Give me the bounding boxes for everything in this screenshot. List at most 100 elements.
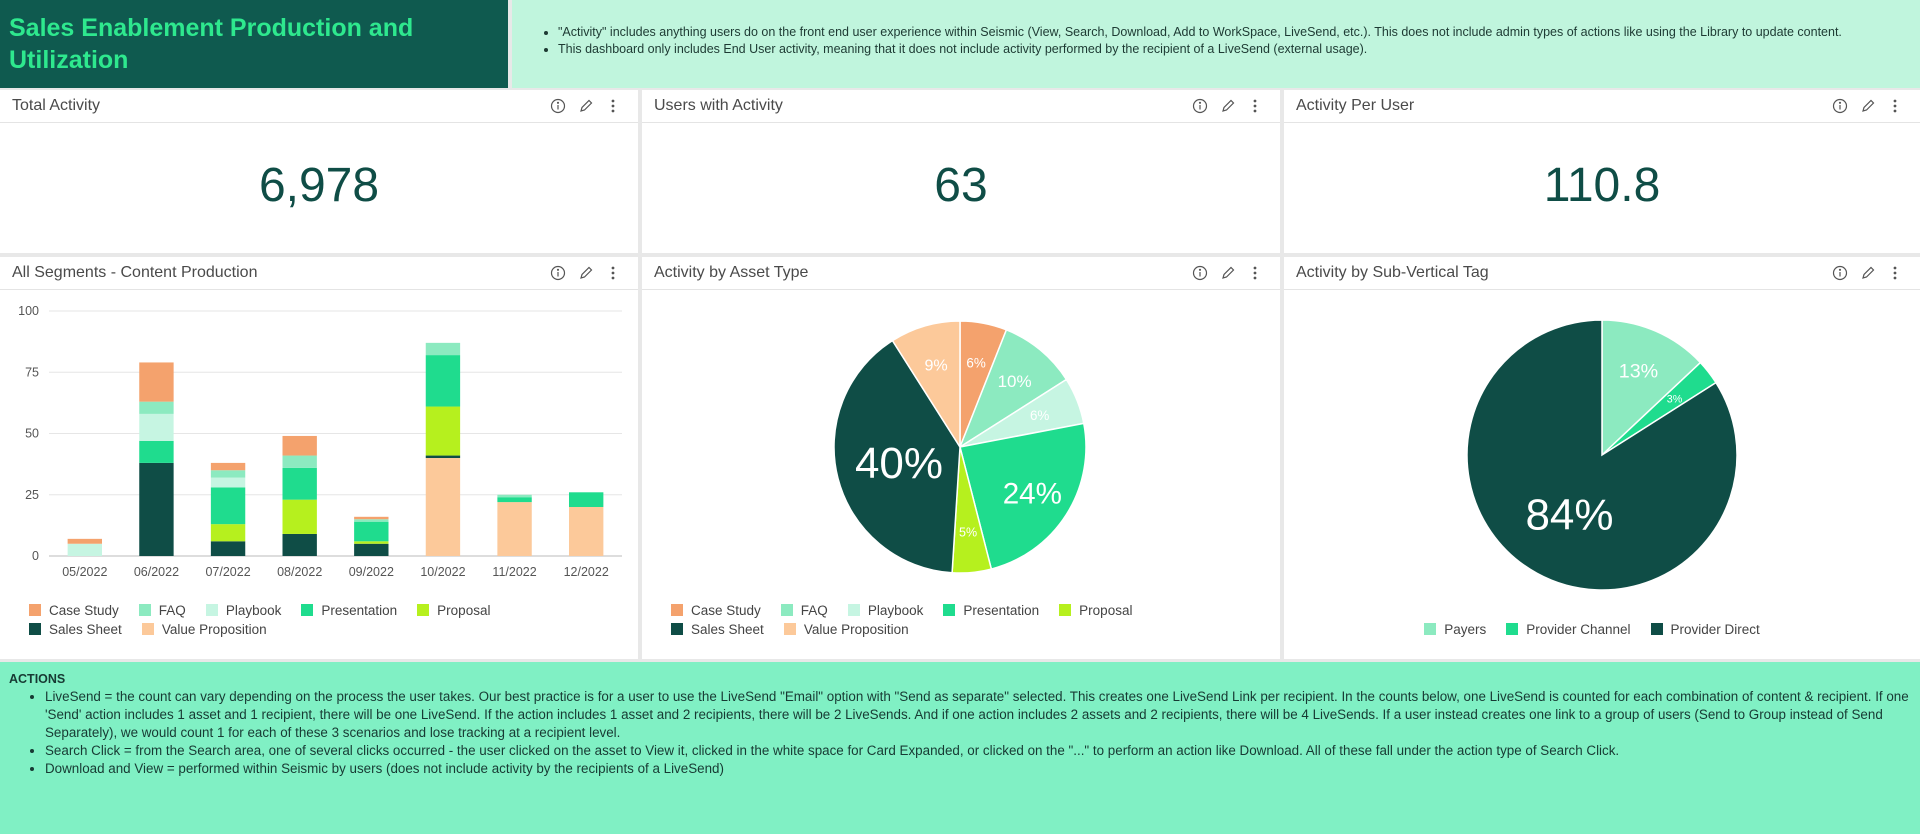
x-tick-label: 07/2022 bbox=[205, 565, 250, 579]
panel-header: All Segments - Content Production bbox=[0, 257, 638, 290]
legend-item: Playbook bbox=[847, 602, 923, 618]
slice-label: 10% bbox=[998, 372, 1032, 391]
legend: Case Study FAQ Playbook Presentation Proposa… bbox=[642, 602, 1280, 640]
edit-icon[interactable] bbox=[580, 99, 593, 112]
legend-swatch bbox=[29, 623, 41, 635]
y-tick-label: 100 bbox=[18, 304, 39, 318]
legend-swatch bbox=[1506, 623, 1519, 635]
legend-swatch bbox=[301, 604, 314, 616]
menu-icon[interactable] bbox=[1893, 266, 1897, 280]
bar-segment bbox=[139, 401, 174, 414]
bar-segment bbox=[354, 543, 389, 556]
legend: Payers Provider Channel Provider Direct bbox=[1284, 621, 1920, 640]
panel: Total Activity 6,978 bbox=[0, 90, 638, 253]
legend-swatch bbox=[847, 604, 860, 616]
edit-icon[interactable] bbox=[1862, 266, 1875, 279]
legend-item: Proposal bbox=[417, 602, 490, 618]
legend-item: Case Study bbox=[671, 602, 761, 618]
legend: Case Study FAQ Playbook Presentation Proposa… bbox=[0, 602, 638, 640]
panel-tools bbox=[1192, 98, 1257, 114]
menu-icon[interactable] bbox=[1893, 99, 1897, 113]
notes: "Activity" includes anything users do on… bbox=[512, 0, 1920, 88]
slice-label: 3% bbox=[1667, 393, 1683, 405]
legend-swatch bbox=[780, 604, 793, 616]
kpi-value: 63 bbox=[934, 159, 988, 212]
info-icon[interactable] bbox=[1192, 265, 1208, 281]
bar-segment bbox=[139, 413, 174, 441]
x-tick-label: 06/2022 bbox=[134, 565, 179, 579]
x-tick-label: 11/2022 bbox=[492, 565, 536, 579]
kpi-value: 6,978 bbox=[258, 159, 380, 212]
legend-label: Sales Sheet bbox=[49, 621, 122, 637]
bar-segment bbox=[425, 455, 461, 458]
action-item: LiveSend = the count can vary depending … bbox=[45, 688, 1911, 742]
legend-label: Case Study bbox=[49, 602, 119, 618]
bar-segment bbox=[210, 462, 246, 471]
panel: Activity by Sub-Vertical Tag 13% 3% 84% Paye… bbox=[1284, 257, 1920, 659]
legend-items: Case Study FAQ Playbook Presentation Proposa… bbox=[29, 602, 609, 640]
bar-segment bbox=[67, 543, 103, 556]
panel-header: Activity Per User bbox=[1284, 90, 1920, 123]
edit-icon[interactable] bbox=[1222, 266, 1235, 279]
panel-tools bbox=[1832, 98, 1897, 114]
menu-icon[interactable] bbox=[1253, 99, 1257, 113]
panel: Users with Activity 63 bbox=[642, 90, 1280, 253]
menu-icon[interactable] bbox=[611, 99, 615, 113]
edit-icon[interactable] bbox=[1222, 99, 1235, 112]
legend-label: Presentation bbox=[321, 602, 398, 618]
menu-icon[interactable] bbox=[1253, 266, 1257, 280]
bar-segment bbox=[282, 533, 317, 556]
y-tick-label: 75 bbox=[25, 365, 39, 379]
bar-segment bbox=[354, 541, 389, 544]
slice-label: 6% bbox=[966, 356, 985, 371]
bar-segment bbox=[210, 541, 246, 556]
bar-segment bbox=[282, 435, 317, 456]
legend-swatch bbox=[671, 604, 683, 616]
bar-segment bbox=[425, 406, 461, 456]
legend-item: Payers bbox=[1424, 621, 1486, 637]
legend-item: Case Study bbox=[29, 602, 119, 618]
menu-icon[interactable] bbox=[611, 266, 615, 280]
info-icon[interactable] bbox=[550, 265, 566, 281]
pie-slice bbox=[958, 328, 1068, 449]
legend-item: Sales Sheet bbox=[29, 621, 122, 637]
panel-header: Activity by Sub-Vertical Tag bbox=[1284, 257, 1920, 290]
legend-swatch bbox=[943, 604, 956, 616]
legend-swatch bbox=[783, 623, 796, 635]
legend-label: Proposal bbox=[1079, 602, 1133, 618]
legend-item: Provider Channel bbox=[1506, 621, 1631, 637]
legend-item: Presentation bbox=[301, 602, 397, 618]
panel: Activity Per User 110.8 bbox=[1284, 90, 1920, 253]
edit-icon[interactable] bbox=[580, 266, 593, 279]
legend-item: Presentation bbox=[943, 602, 1039, 618]
legend-swatch bbox=[205, 604, 218, 616]
pie-slice bbox=[891, 320, 961, 450]
legend-label: Provider Channel bbox=[1526, 621, 1631, 637]
info-icon[interactable] bbox=[1832, 98, 1848, 114]
pie-slice bbox=[1601, 319, 1702, 457]
note: This dashboard only includes End User ac… bbox=[558, 41, 1910, 58]
legend-item: Provider Direct bbox=[1650, 621, 1760, 637]
info-icon[interactable] bbox=[550, 98, 566, 114]
legend-swatch bbox=[29, 604, 41, 616]
legend-label: Provider Direct bbox=[1670, 621, 1760, 637]
panel-tools bbox=[1832, 265, 1897, 281]
legend-items: Case Study FAQ Playbook Presentation Proposa… bbox=[671, 602, 1251, 640]
edit-icon[interactable] bbox=[1862, 99, 1875, 112]
panel-header: Total Activity bbox=[0, 90, 638, 123]
x-tick-label: 05/2022 bbox=[62, 565, 107, 579]
legend-swatch bbox=[141, 623, 154, 635]
panel-header: Activity by Asset Type bbox=[642, 257, 1280, 290]
pie-slice bbox=[959, 422, 1087, 570]
legend-item: Value Proposition bbox=[141, 621, 267, 637]
info-icon[interactable] bbox=[1832, 265, 1848, 281]
bar-segment bbox=[568, 492, 604, 507]
actions: ACTIONS LiveSend = the count can vary de… bbox=[0, 662, 1920, 834]
panel: Activity by Asset Type 6% 10% 6% 24% 5% 40% 9% C… bbox=[642, 257, 1280, 659]
bar-segment bbox=[568, 507, 604, 556]
info-icon[interactable] bbox=[1192, 98, 1208, 114]
legend-label: FAQ bbox=[800, 602, 828, 618]
legend-swatch bbox=[671, 623, 683, 635]
slice-label: 40% bbox=[855, 439, 943, 488]
slice-label: 13% bbox=[1619, 361, 1658, 383]
